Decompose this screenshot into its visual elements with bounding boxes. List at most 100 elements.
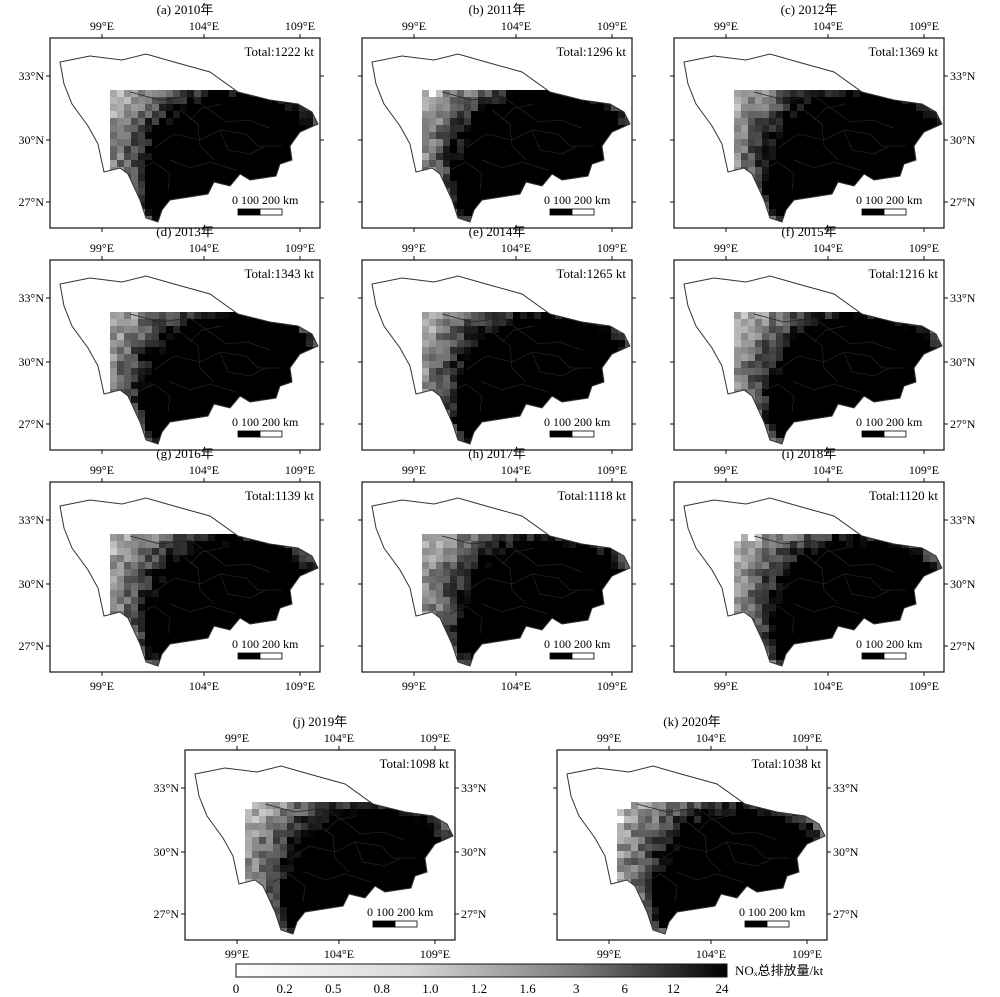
city-boundary (465, 129, 559, 149)
city-boundary (793, 381, 861, 393)
city-boundary (803, 331, 839, 383)
city-boundary (753, 91, 835, 111)
city-boundary (153, 573, 247, 593)
city-boundary (491, 331, 527, 383)
city-boundary (761, 605, 795, 635)
city-boundary (264, 803, 346, 823)
city-boundary (219, 351, 267, 377)
city-boundary (726, 841, 774, 867)
province-outline (194, 765, 454, 935)
city-boundary (449, 383, 483, 413)
city-boundary (219, 129, 267, 155)
lon-tick-label: 109°E (792, 731, 822, 745)
lat-tick-label: 27°N (461, 907, 487, 921)
lat-tick-label: 30°N (19, 577, 45, 591)
scale-bar: 0 100 200 km (544, 415, 611, 438)
city-boundary (501, 103, 535, 121)
lat-tick-label: 33°N (154, 781, 180, 795)
city-boundary (137, 161, 171, 191)
city-boundary (753, 313, 835, 333)
lat-tick-label: 27°N (154, 907, 180, 921)
city-boundary (716, 821, 778, 841)
city-boundary (169, 603, 237, 615)
city-boundary (813, 325, 847, 343)
city-boundary (761, 161, 795, 191)
city-boundary (189, 103, 223, 121)
lon-tick-label: 99°E (90, 19, 114, 33)
city-boundary (179, 553, 215, 605)
colorbar-tick-label: 1.2 (471, 981, 487, 996)
scale-bar: 0 100 200 km (856, 415, 923, 438)
lon-tick-label: 109°E (420, 731, 450, 745)
city-boundary (557, 355, 594, 369)
lat-tick-label: 30°N (154, 845, 180, 859)
city-boundary (481, 159, 549, 171)
city-boundary (179, 109, 215, 161)
province-outline (59, 497, 319, 667)
lat-tick-label: 30°N (833, 845, 859, 859)
province-outline (371, 497, 631, 667)
province-outline (683, 497, 943, 667)
lon-tick-label: 104°E (696, 731, 726, 745)
lon-tick-label: 104°E (501, 19, 531, 33)
city-boundary (833, 553, 895, 573)
colorbar-label: NOₓ总排放量/kt (735, 963, 824, 978)
city-boundary (245, 355, 282, 369)
lon-tick-label: 99°E (90, 463, 114, 477)
lon-tick-label: 104°E (324, 947, 354, 960)
panel-title: (i) 2018年 (782, 446, 837, 461)
map-panel: (k) 2020年 Total:1038 kt 0 100 200 km 99°E 99… (553, 714, 859, 960)
lon-tick-label: 104°E (813, 463, 843, 477)
panel-title: (f) 2015年 (781, 224, 836, 239)
city-boundary (189, 547, 223, 565)
colorbar-tick-label: 6 (622, 981, 629, 996)
lon-tick-label: 104°E (813, 679, 843, 693)
city-boundary (449, 161, 483, 191)
colorbar-tick-label: 0.8 (374, 981, 390, 996)
city-boundary (777, 573, 871, 593)
colorbar-tick-label: 1.0 (422, 981, 438, 996)
city-boundary (245, 133, 282, 147)
lon-tick-label: 99°E (90, 241, 114, 255)
city-boundary (686, 821, 722, 873)
map-panel: (a) 2010年 Total:1222 kt 0 100 200 km 99°E 10… (19, 2, 324, 232)
city-boundary (793, 159, 861, 171)
lat-tick-label: 30°N (950, 355, 976, 369)
lat-tick-label: 30°N (950, 133, 976, 147)
city-boundary (129, 535, 211, 555)
lon-tick-label: 104°E (189, 241, 219, 255)
lon-tick-label: 99°E (714, 19, 738, 33)
total-emission-label: Total:1343 kt (244, 266, 314, 281)
lat-tick-label: 33°N (19, 513, 45, 527)
lon-tick-label: 109°E (909, 241, 939, 255)
map-panel: (e) 2014年 Total:1265 kt 0 100 200 km 99°E 10… (358, 224, 636, 454)
lat-tick-label: 27°N (833, 907, 859, 921)
lon-tick-label: 99°E (714, 241, 738, 255)
svg-text:0 100 200 km: 0 100 200 km (232, 637, 299, 651)
city-boundary (129, 313, 211, 333)
lat-tick-label: 33°N (833, 781, 859, 795)
lon-tick-label: 99°E (597, 731, 621, 745)
city-boundary (501, 547, 535, 565)
city-boundary (272, 873, 306, 903)
lon-tick-label: 99°E (225, 947, 249, 960)
total-emission-label: Total:1118 kt (557, 488, 626, 503)
lon-tick-label: 109°E (420, 947, 450, 960)
lon-tick-label: 99°E (402, 241, 426, 255)
lon-tick-label: 104°E (324, 731, 354, 745)
lon-tick-label: 104°E (813, 241, 843, 255)
map-panel: (j) 2019年 Total:1098 kt 0 100 200 km 99°E 99… (154, 714, 487, 960)
total-emission-label: Total:1098 kt (379, 756, 449, 771)
scale-bar: 0 100 200 km (856, 193, 923, 216)
city-boundary (169, 381, 237, 393)
city-boundary (465, 573, 559, 593)
scale-bar: 0 100 200 km (544, 637, 611, 660)
lon-tick-label: 109°E (285, 679, 315, 693)
lon-tick-label: 104°E (189, 679, 219, 693)
city-boundary (441, 91, 523, 111)
emission-map-figure: (a) 2010年 Total:1222 kt 0 100 200 km 99°E 10… (19, 2, 976, 960)
city-boundary (288, 841, 382, 861)
city-boundary (660, 841, 754, 861)
city-boundary (803, 109, 839, 161)
